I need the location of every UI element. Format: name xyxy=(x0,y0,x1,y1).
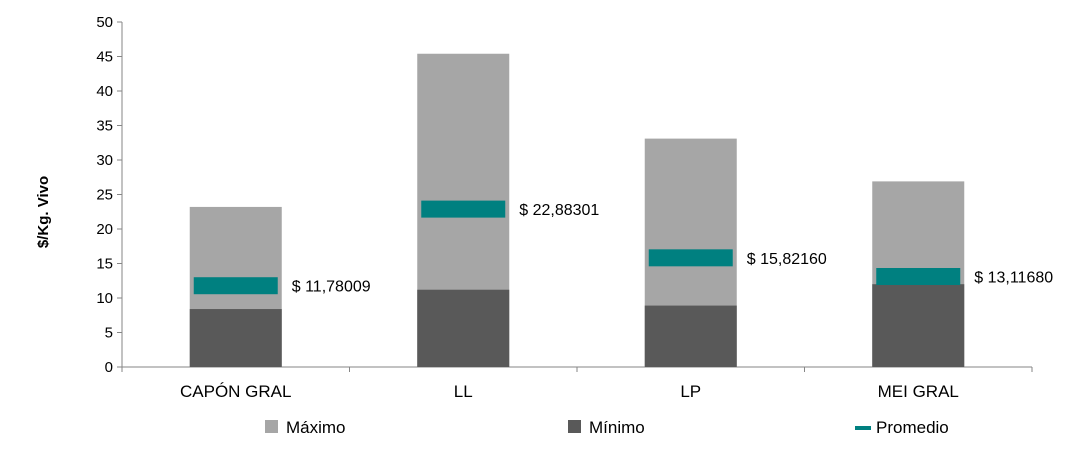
y-tick-label: 20 xyxy=(96,221,113,238)
marker-promedio xyxy=(193,277,278,295)
y-tick-label: 40 xyxy=(96,83,113,100)
marker-promedio xyxy=(421,200,506,218)
y-tick-label: 15 xyxy=(96,256,113,273)
data-label-promedio: $ 13,11680 xyxy=(974,269,1053,286)
y-axis-label: $/Kg. Vivo xyxy=(35,176,52,248)
legend-swatch-maximo xyxy=(265,420,278,433)
x-tick-label: LL xyxy=(454,382,473,401)
x-tick-label: MEI GRAL xyxy=(878,382,959,401)
marker-promedio xyxy=(648,249,733,267)
y-tick-label: 30 xyxy=(96,152,113,169)
y-tick-label: 35 xyxy=(96,118,113,135)
data-label-promedio: $ 11,78009 xyxy=(292,279,371,296)
bar-minimo xyxy=(417,289,510,367)
legend-swatch-minimo xyxy=(568,420,581,433)
legend-label: Promedio xyxy=(876,418,949,437)
y-tick-label: 0 xyxy=(105,359,113,376)
legend-label: Máximo xyxy=(286,418,346,437)
x-tick-label: CAPÓN GRAL xyxy=(180,382,291,401)
y-tick-label: 50 xyxy=(96,14,113,31)
x-tick-label: LP xyxy=(680,382,701,401)
data-label-promedio: $ 22,88301 xyxy=(519,202,599,219)
y-tick-label: 10 xyxy=(96,290,113,307)
legend-label: Mínimo xyxy=(589,418,645,437)
y-tick-label: 45 xyxy=(96,49,113,66)
bar-minimo xyxy=(644,305,737,367)
legend-swatch-promedio xyxy=(855,426,871,430)
bar-minimo xyxy=(189,309,282,367)
data-label-promedio: $ 15,82160 xyxy=(747,251,827,268)
bar-minimo xyxy=(872,284,965,367)
marker-promedio xyxy=(876,267,961,285)
y-tick-label: 25 xyxy=(96,187,113,204)
y-tick-label: 5 xyxy=(105,325,113,342)
